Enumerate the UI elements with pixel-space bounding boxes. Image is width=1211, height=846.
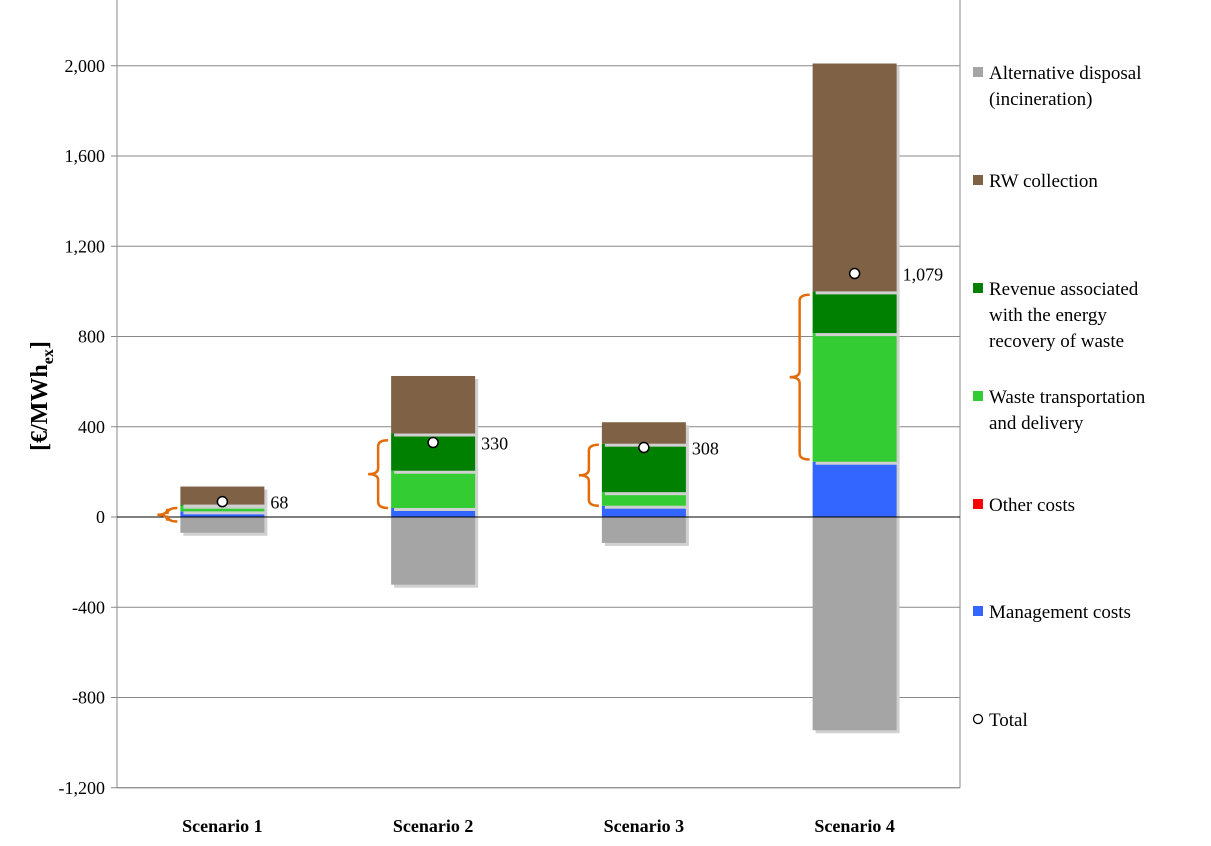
bar-segment <box>601 422 686 444</box>
y-axis-label-main: [€/MWh <box>27 364 53 451</box>
y-tick-label: 400 <box>78 417 105 437</box>
legend-swatch <box>973 283 983 293</box>
totals: 68 330 308 1,079 <box>216 265 944 513</box>
y-axis-label: [€/MWhex] <box>27 341 57 451</box>
legend-label: Management costs <box>989 602 1131 623</box>
bars <box>180 63 900 734</box>
total-marker <box>427 436 439 449</box>
y-tick-label: 0 <box>96 507 105 527</box>
bar-segment <box>812 333 897 462</box>
y-tick-label: -1,200 <box>59 778 106 798</box>
bracket <box>789 293 810 461</box>
total-label: 68 <box>270 493 288 513</box>
bar-shadow <box>183 508 268 515</box>
bar-segment <box>812 461 897 517</box>
legend-swatch <box>973 175 983 185</box>
legend-item: Waste transportation and delivery <box>973 387 1146 434</box>
y-tick-label: -400 <box>72 597 105 617</box>
total-marker <box>216 495 229 508</box>
bracket <box>368 439 389 510</box>
brackets <box>157 293 810 523</box>
legend-label: Total <box>989 710 1028 731</box>
total-label: 1,079 <box>903 265 944 285</box>
legend-swatch <box>973 606 983 616</box>
bar-segment <box>391 507 476 517</box>
bar-segment <box>180 517 265 533</box>
y-tick-label: 1,200 <box>65 236 106 256</box>
legend-item: RW collection <box>973 171 1098 192</box>
legend-item: Other costs <box>973 495 1075 516</box>
legend-swatch <box>973 499 983 509</box>
x-category-label: Scenario 4 <box>814 816 895 836</box>
bracket <box>578 443 599 507</box>
total-label: 330 <box>481 434 508 454</box>
y-axis-label-close: ] <box>27 341 53 349</box>
labels: [€/MWhex] Scenario 1 Scenario 2 Scenario 3… <box>27 341 895 836</box>
legend-label: and delivery <box>989 413 1084 434</box>
bar-segment <box>391 470 476 508</box>
bar-segment <box>812 517 897 731</box>
y-tick-label: 800 <box>78 327 105 347</box>
total-marker <box>638 441 650 454</box>
y-tick-label: 2,000 <box>65 56 106 76</box>
bracket <box>157 506 178 523</box>
legend-label: (incineration) <box>989 89 1092 110</box>
axes: -1,200 -800 -400 0 400 800 1,200 1,600 2,000 <box>59 0 961 798</box>
bar-segment <box>601 505 686 517</box>
bar-segment <box>391 375 476 434</box>
legend-swatch <box>972 713 984 725</box>
legend-label: Other costs <box>989 495 1075 516</box>
legend-swatch <box>973 391 983 401</box>
legend-label: recovery of waste <box>989 331 1124 352</box>
y-tick-label: -800 <box>72 688 105 708</box>
legend-item: Total <box>972 710 1028 731</box>
bar-segment <box>180 486 265 505</box>
legend-label: Waste transportation <box>989 387 1146 408</box>
legend-label: with the energy <box>989 305 1107 326</box>
legend-label: Revenue associated <box>989 279 1139 300</box>
bar-shadow <box>183 507 268 509</box>
bar-segment <box>601 517 686 543</box>
legend-item: Alternative disposal (incineration) <box>973 63 1142 110</box>
bar-segment <box>812 63 897 292</box>
y-tick-label: 1,600 <box>65 146 106 166</box>
legend-label: RW collection <box>989 171 1098 192</box>
x-category-label: Scenario 1 <box>182 816 263 836</box>
legend-item: Revenue associated with the energy recover… <box>973 279 1139 352</box>
y-axis-label-subscript: ex <box>40 349 57 364</box>
bar-segment <box>391 517 476 585</box>
gridlines <box>117 65 960 789</box>
total-marker <box>848 267 861 280</box>
bar-segment <box>601 492 686 506</box>
total-label: 308 <box>692 439 719 459</box>
legend-swatch <box>973 67 983 77</box>
legend-label: Alternative disposal <box>989 63 1142 84</box>
bar-segment <box>812 291 897 334</box>
x-category-label: Scenario 2 <box>393 816 474 836</box>
x-category-label: Scenario 3 <box>604 816 685 836</box>
legend: Alternative disposal (incineration) RW col… <box>972 63 1146 731</box>
legend-item: Management costs <box>973 602 1131 623</box>
